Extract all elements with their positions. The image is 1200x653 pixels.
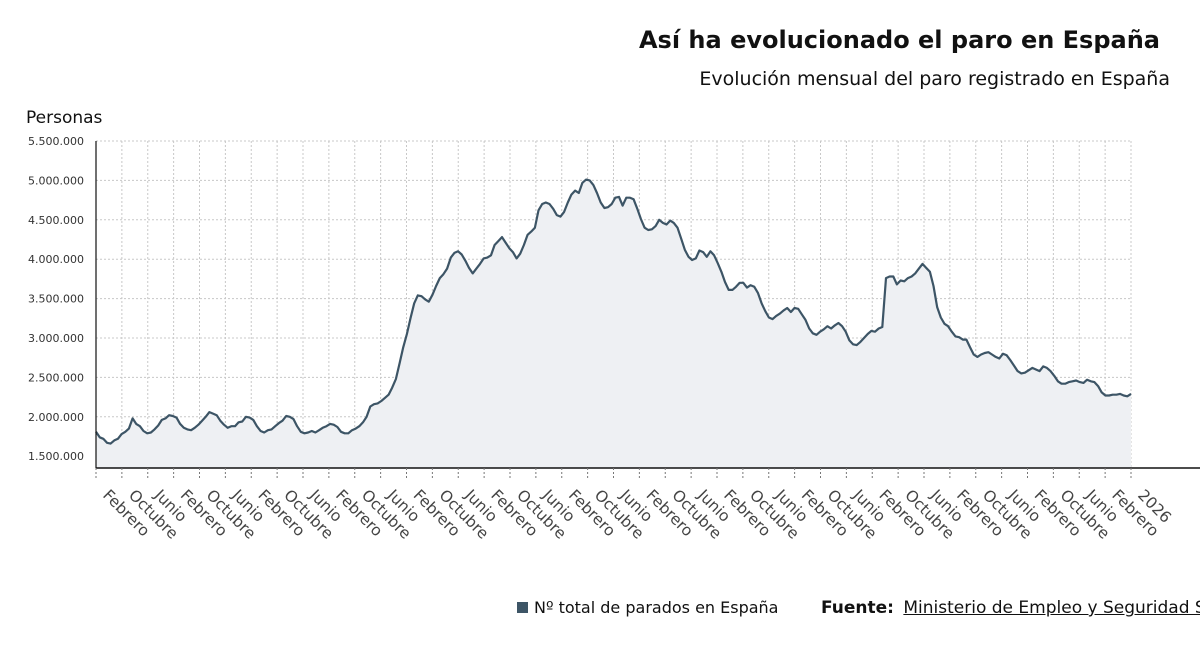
- series-area: [96, 179, 1131, 468]
- legend-label: Nº total de parados en España: [534, 598, 779, 617]
- y-tick-label: 2.000.000: [28, 411, 84, 424]
- y-tick-label: 1.500.000: [28, 450, 84, 463]
- chart-subtitle: Evolución mensual del paro registrado en…: [699, 68, 1170, 90]
- source-note: Fuente: Ministerio de Empleo y Seguridad…: [821, 598, 1200, 618]
- legend-swatch: [517, 602, 528, 613]
- y-tick-label: 4.000.000: [28, 253, 84, 266]
- source-link[interactable]: Ministerio de Empleo y Seguridad Soc: [903, 598, 1200, 618]
- y-tick-label: 2.500.000: [28, 371, 84, 384]
- y-tick-label: 5.000.000: [28, 174, 84, 187]
- series-line: [95, 178, 1132, 445]
- y-tick-label: 4.500.000: [28, 214, 84, 227]
- source-label: Fuente:: [821, 598, 894, 618]
- y-tick-label: 3.500.000: [28, 293, 84, 306]
- chart-title: Así ha evolucionado el paro en España: [638, 26, 1160, 54]
- y-axis-label: Personas: [26, 108, 103, 128]
- chart-plot: 1.500.000 2.000.000 2.500.000 3.000.000 3.50…: [28, 135, 1200, 543]
- y-tick-label: 3.000.000: [28, 332, 84, 345]
- y-tick-label: 5.500.000: [28, 135, 84, 148]
- legend[interactable]: Nº total de parados en España: [517, 598, 778, 617]
